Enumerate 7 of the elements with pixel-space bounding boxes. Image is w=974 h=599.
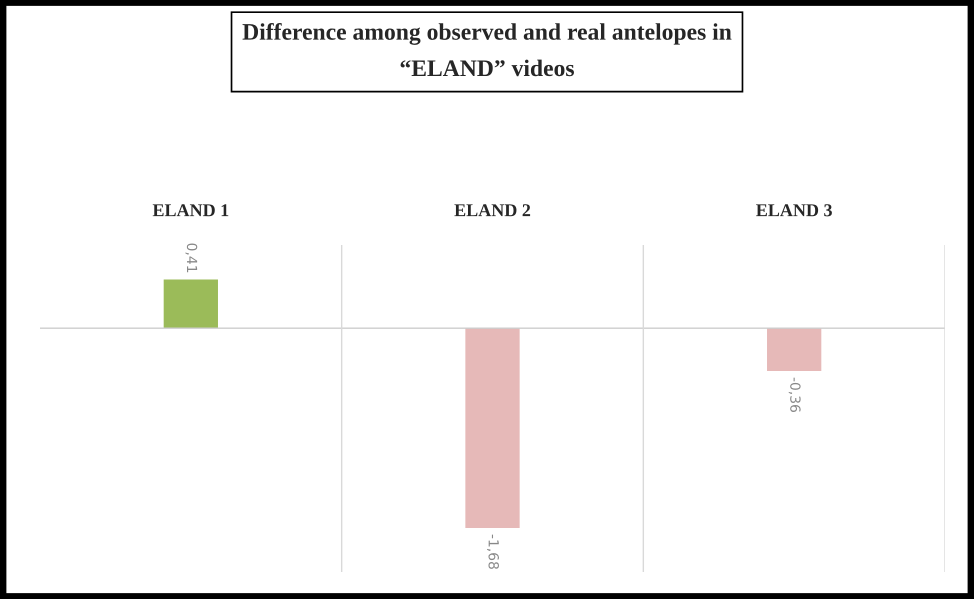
data-label: -0,36 [788, 378, 801, 412]
x-tick-label: ELAND 1 [152, 204, 228, 216]
chart-title: Difference among observed and real antelopes in “ELAND” videos [242, 23, 732, 76]
x-tick-label: ELAND 3 [756, 204, 832, 216]
data-label: 0,41 [185, 244, 198, 272]
x-tick-label: ELAND 2 [454, 204, 530, 216]
data-label: -1,68 [487, 534, 499, 569]
